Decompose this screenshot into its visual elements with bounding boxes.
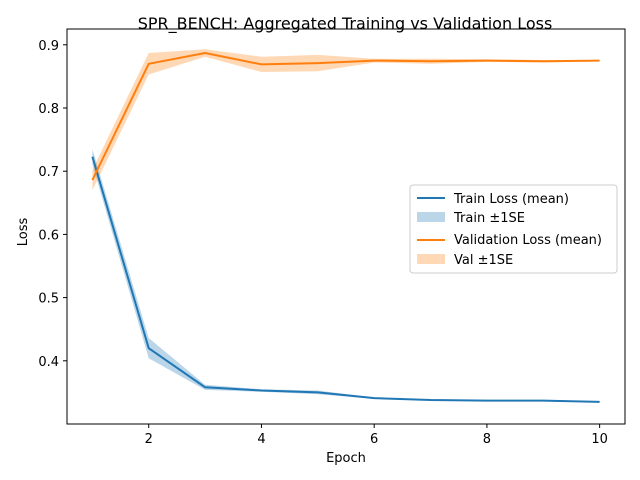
plot-frame xyxy=(66,28,626,425)
series-1-se-band xyxy=(92,49,600,191)
y-tick-label: 0.8 xyxy=(38,102,59,117)
legend-box xyxy=(409,184,618,274)
plot-area xyxy=(91,49,600,403)
x-tick-label: 2 xyxy=(145,432,153,447)
series-1-line xyxy=(91,52,600,181)
legend-label-train-mean: Train Loss (mean) xyxy=(453,192,569,207)
x-axis: 2 4 6 8 10 xyxy=(145,424,608,447)
legend-label-val-band: Val ±1SE xyxy=(454,253,513,268)
y-axis: 0.4 0.5 0.6 0.7 0.8 0.9 xyxy=(38,39,67,370)
legend-swatch-val-band xyxy=(417,254,445,264)
y-tick-label: 0.4 xyxy=(38,355,59,370)
x-tick-label: 4 xyxy=(257,432,265,447)
y-tick-label: 0.9 xyxy=(38,39,59,54)
x-tick-label: 6 xyxy=(370,432,378,447)
x-tick-label: 8 xyxy=(483,432,491,447)
y-tick-label: 0.5 xyxy=(38,292,59,307)
y-tick-label: 0.6 xyxy=(38,228,59,243)
legend: Train Loss (mean) Train ±1SE Validation … xyxy=(409,184,618,274)
legend-label-train-band: Train ±1SE xyxy=(453,211,525,226)
x-axis-label: Epoch xyxy=(326,451,366,466)
x-tick-label: 10 xyxy=(591,432,608,447)
legend-label-val-mean: Validation Loss (mean) xyxy=(454,233,602,248)
series-0-line xyxy=(91,156,600,403)
chart-title: SPR_BENCH: Aggregated Training vs Valida… xyxy=(138,14,553,34)
y-axis-label: Loss xyxy=(16,218,31,247)
y-tick-label: 0.7 xyxy=(38,165,59,180)
legend-swatch-train-band xyxy=(417,212,445,222)
